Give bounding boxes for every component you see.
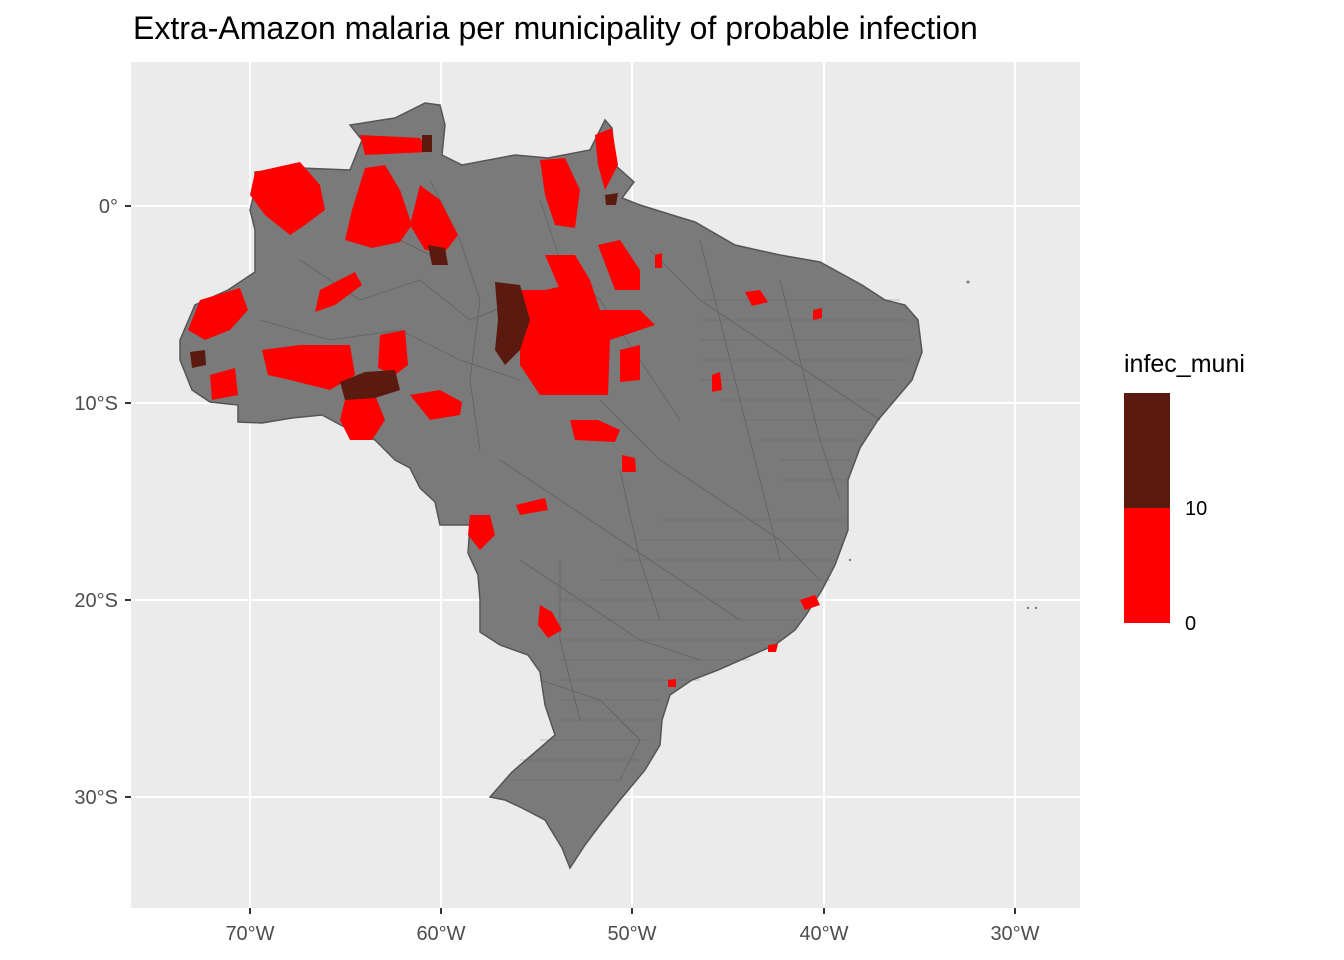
x-label-30w: 30°W	[990, 923, 1039, 945]
red-region-mt-1	[570, 420, 620, 442]
island-trindade-2	[1034, 606, 1038, 610]
x-label-50w: 50°W	[607, 923, 656, 945]
red-region-ms	[538, 605, 562, 638]
x-axis-labels: 70°W 60°W 50°W 40°W 30°W	[225, 923, 1039, 945]
red-region-ne-2	[712, 372, 722, 392]
y-label-10s: 10°S	[74, 393, 118, 415]
red-region-para-e	[598, 240, 640, 290]
dark-municipalities	[190, 135, 618, 400]
x-label-60w: 60°W	[416, 923, 465, 945]
red-region-acre-2	[210, 368, 238, 400]
axis-ticks	[125, 205, 1016, 914]
x-label-40w: 40°W	[799, 923, 848, 945]
legend-swatch-high	[1124, 393, 1170, 508]
red-region-se-2	[768, 644, 778, 652]
red-region-para-center	[520, 280, 655, 395]
red-region-top	[360, 135, 428, 155]
legend-swatch-low	[1124, 508, 1170, 623]
legend-label-0: 0	[1185, 613, 1197, 635]
red-region-mt-2	[468, 515, 495, 550]
red-region-ne-1	[745, 290, 768, 306]
red-region-sp	[668, 679, 676, 687]
red-region-acre	[262, 345, 355, 390]
red-region-mt-3	[622, 455, 636, 472]
legend-title: infec_muni	[1124, 350, 1245, 378]
red-region-para-e2	[620, 345, 640, 382]
x-label-70w: 70°W	[225, 923, 274, 945]
dark-region-amazonas	[428, 245, 448, 265]
red-region-go	[516, 498, 548, 515]
red-region-rondonia-1	[378, 330, 408, 375]
red-region-rondonia-3	[410, 390, 462, 420]
red-region-ne-3	[813, 308, 822, 320]
red-region-rondonia-2	[340, 395, 385, 440]
y-axis-labels: 0° 10°S 20°S 30°S	[74, 196, 118, 809]
y-label-0: 0°	[99, 196, 118, 218]
island-trindade-1	[1026, 606, 1030, 610]
red-region-nw-2	[345, 165, 412, 248]
island-abrolhos	[848, 558, 852, 562]
legend-label-10: 10	[1185, 498, 1208, 520]
red-region-ne-4	[655, 253, 662, 268]
dark-region-roraima	[422, 135, 432, 152]
islands	[848, 280, 1038, 610]
red-region-se-1	[800, 595, 820, 610]
municipality-dense-grid	[510, 299, 915, 781]
red-region-para-mid	[545, 255, 590, 290]
y-label-20s: 20°S	[74, 590, 118, 612]
red-region-para-n	[540, 158, 580, 228]
dark-region-amapa	[605, 193, 618, 205]
red-municipalities	[188, 128, 822, 687]
dark-region-acre	[190, 350, 206, 368]
dark-region-rondonia	[340, 370, 400, 400]
chart-title: Extra-Amazon malaria per municipality of…	[133, 10, 978, 46]
dark-region-tapajos	[495, 282, 530, 365]
red-region-west	[188, 288, 248, 340]
red-region-nw-3	[410, 185, 458, 252]
red-region-west-2	[315, 272, 362, 312]
red-region-amapa	[595, 128, 618, 190]
y-label-30s: 30°S	[74, 787, 118, 809]
red-region-nw-1	[250, 162, 325, 235]
island-fernando	[966, 280, 970, 284]
